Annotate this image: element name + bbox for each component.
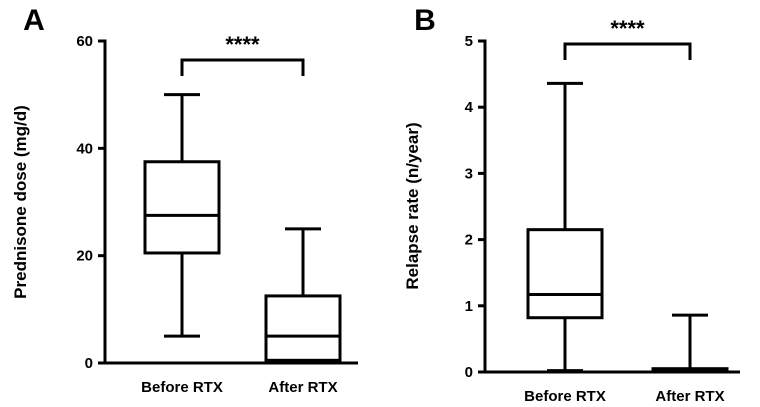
y-tick-label: 1 xyxy=(465,298,473,315)
y-tick-label: 2 xyxy=(465,232,473,249)
significance-stars: **** xyxy=(225,32,260,57)
significance-bracket xyxy=(563,42,692,60)
panel-label: A xyxy=(23,4,45,37)
panel-b: B 0 1 2 3 4 5 Relapse rate (n/year) Before RTX Af… xyxy=(403,4,740,405)
significance-stars: **** xyxy=(610,16,645,41)
y-tick-label: 0 xyxy=(465,364,473,381)
box-plot-before-rtx xyxy=(143,93,221,338)
y-axis-title: Relapse rate (n/year) xyxy=(403,122,422,289)
significance-bracket xyxy=(180,58,305,76)
box-plot-after-rtx xyxy=(264,227,342,362)
panel-label: B xyxy=(414,4,436,37)
y-tick-label: 5 xyxy=(465,33,473,50)
y-tick-label: 3 xyxy=(465,165,473,182)
x-category-label: Before RTX xyxy=(141,379,223,396)
x-category-label: After RTX xyxy=(268,379,337,396)
box-plot-before-rtx xyxy=(526,81,604,373)
box-plot-after-rtx xyxy=(651,313,729,373)
panel-a: A 0 20 40 60 Prednisone dose (mg/d) Before RTX… xyxy=(11,4,358,396)
y-tick-label: 60 xyxy=(76,33,93,50)
y-tick-label: 0 xyxy=(85,355,93,372)
y-tick-label: 40 xyxy=(76,140,93,157)
iqr-box xyxy=(143,160,221,255)
y-tick-label: 4 xyxy=(465,99,474,116)
y-tick-label: 20 xyxy=(76,248,93,265)
x-category-label: Before RTX xyxy=(524,388,606,405)
y-axis-title: Prednisone dose (mg/d) xyxy=(11,105,30,299)
iqr-box xyxy=(264,294,342,362)
x-category-label: After RTX xyxy=(655,388,724,405)
iqr-box xyxy=(526,228,604,320)
